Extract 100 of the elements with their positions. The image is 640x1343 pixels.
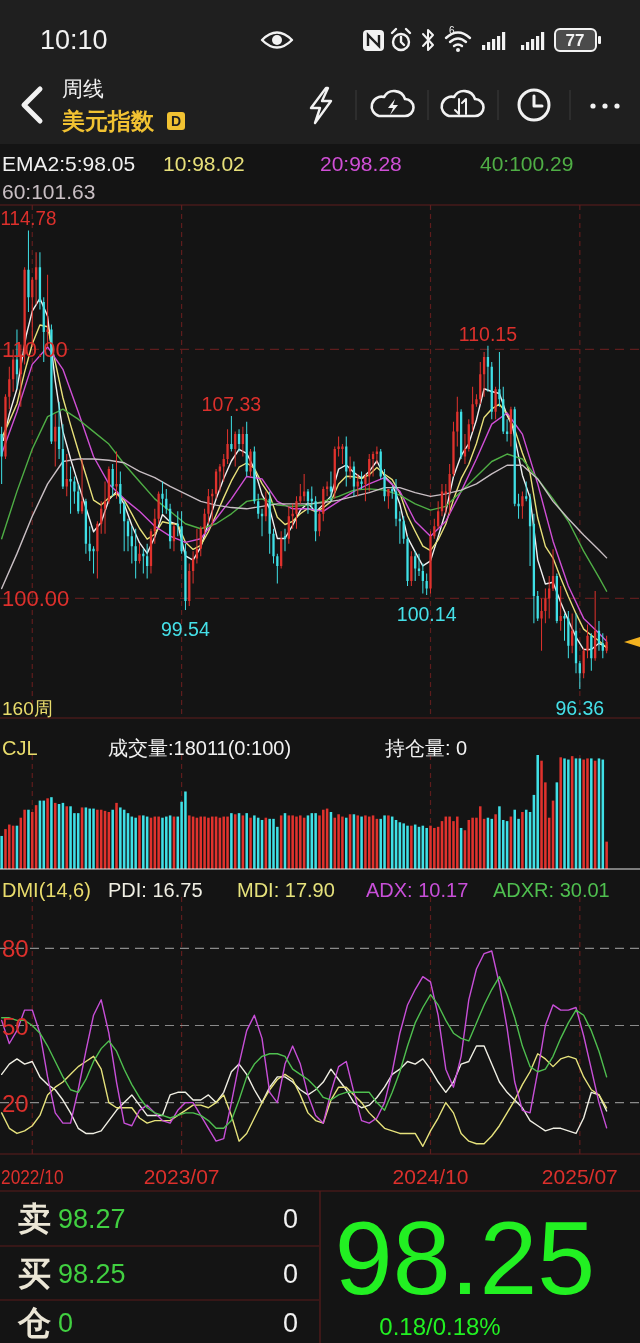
bar <box>249 817 252 869</box>
bar <box>402 823 405 869</box>
bar <box>521 812 524 869</box>
bar <box>479 806 482 869</box>
x-tick-label: 2025/07 <box>541 1164 618 1188</box>
bar <box>605 841 608 869</box>
bar <box>161 817 164 869</box>
text: 买 <box>18 1254 51 1292</box>
bar <box>563 758 566 869</box>
candlestick <box>544 588 547 624</box>
candlestick <box>211 488 214 527</box>
candlestick <box>475 394 478 407</box>
line-series <box>0 1053 608 1147</box>
text: 40:100.29 <box>480 151 574 175</box>
candlestick <box>180 511 183 554</box>
bar <box>50 797 53 869</box>
annotation: 114.78 <box>0 207 59 230</box>
candlestick <box>540 598 543 651</box>
candlestick <box>253 446 256 504</box>
bar <box>540 760 543 869</box>
bar <box>69 806 72 869</box>
bar <box>96 809 99 869</box>
bar <box>383 815 386 869</box>
candlestick <box>4 394 7 460</box>
text: 77 <box>565 30 585 50</box>
candlestick <box>563 613 566 641</box>
candlestick <box>494 386 497 420</box>
candlestick <box>448 463 451 514</box>
candlestick <box>161 481 164 514</box>
bar <box>367 816 371 869</box>
annotation: 110.15 <box>458 322 518 345</box>
bar <box>299 815 302 869</box>
text: 卖 <box>18 1199 51 1237</box>
bar <box>157 816 160 869</box>
bar <box>291 815 294 869</box>
candlestick <box>314 496 317 542</box>
candlestick <box>586 624 589 659</box>
bar <box>184 791 187 869</box>
bar <box>210 816 214 869</box>
line-series <box>0 1045 608 1135</box>
text: 10:10 <box>40 25 108 55</box>
bar <box>410 825 413 869</box>
text: 美元指数 <box>61 108 155 134</box>
candlestick <box>0 426 3 484</box>
candlestick <box>605 635 608 654</box>
annotation: 成交量:18011(0:100) <box>108 737 292 759</box>
candlestick <box>96 521 99 579</box>
text: 周线 <box>62 76 104 100</box>
bar <box>513 809 516 869</box>
bar <box>356 815 360 869</box>
candlestick <box>27 230 30 313</box>
bar <box>222 816 225 869</box>
bar <box>448 816 451 869</box>
candlestick <box>471 386 474 432</box>
y-tick-label: 100.00 <box>2 585 70 611</box>
bar <box>27 809 30 869</box>
candlestick <box>517 493 520 519</box>
text: 20:98.28 <box>320 151 402 175</box>
bar <box>406 825 409 869</box>
bar <box>536 755 539 869</box>
candlestick <box>387 488 390 509</box>
bar <box>65 806 68 869</box>
candlestick <box>184 543 187 610</box>
bar <box>230 813 233 869</box>
text: 0 <box>58 1308 74 1338</box>
candlestick <box>226 429 229 464</box>
bar <box>111 809 114 869</box>
candlestick <box>138 543 141 564</box>
bar <box>226 816 229 869</box>
bar <box>586 758 589 869</box>
text: 0 <box>282 1259 298 1289</box>
annotation: 持仓量: 0 <box>385 737 468 759</box>
bar <box>207 817 210 869</box>
bar <box>425 827 428 869</box>
candlestick <box>272 528 275 564</box>
bar <box>92 808 95 869</box>
bar <box>494 814 497 869</box>
candlestick <box>295 496 298 529</box>
text: 0 <box>282 1204 298 1234</box>
bar <box>582 759 585 869</box>
bar <box>245 813 248 869</box>
candlestick <box>452 421 455 477</box>
text: ADX: 10.17 <box>366 879 469 901</box>
annotation: 99.54 <box>161 617 210 640</box>
bar <box>8 824 11 869</box>
bar <box>360 816 363 869</box>
bar <box>433 827 436 869</box>
chart-title: DMI(14,6) <box>2 879 91 901</box>
bar <box>314 813 317 869</box>
bar <box>253 815 256 869</box>
annotation: 160周 <box>2 697 53 719</box>
annotation: 96.36 <box>555 697 605 720</box>
bar <box>272 818 275 869</box>
text: 98.25 <box>58 1259 126 1289</box>
text: EMA2:5:98.05 <box>2 151 136 175</box>
bar <box>337 814 340 869</box>
bar <box>452 821 455 869</box>
bar <box>4 829 7 869</box>
candlestick <box>360 471 363 489</box>
bar <box>88 808 91 869</box>
